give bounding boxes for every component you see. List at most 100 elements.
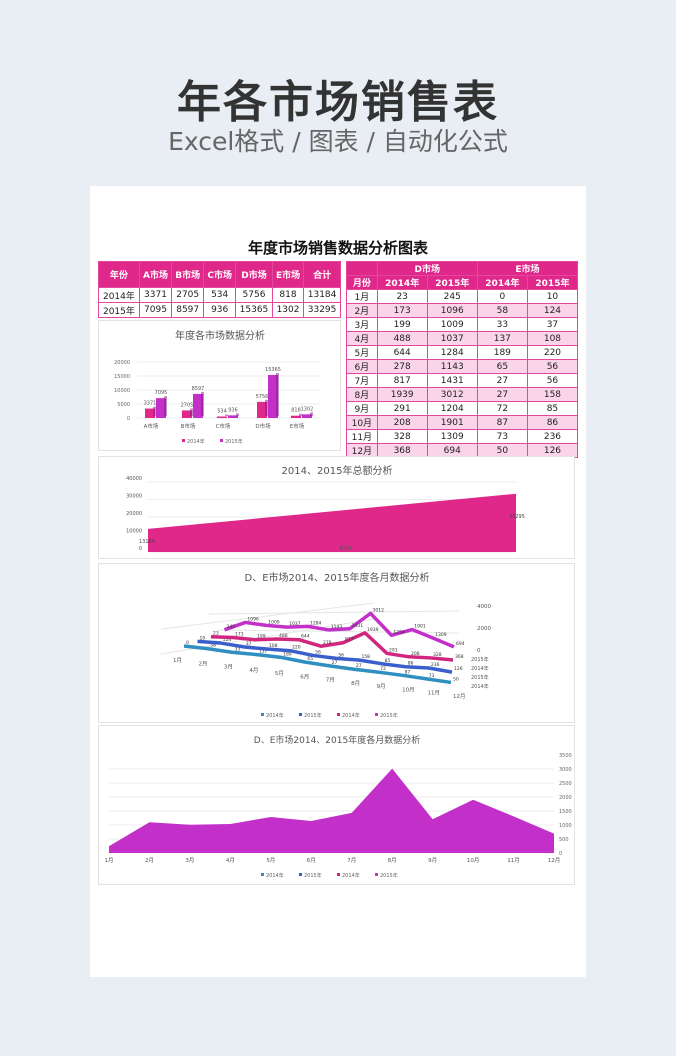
monthly-cell[interactable]: 189 xyxy=(476,345,528,360)
monthly-cell[interactable]: 278 xyxy=(376,359,428,374)
monthly-cell[interactable]: 1431 xyxy=(426,373,478,388)
monthly-cell[interactable]: 10 xyxy=(526,289,579,304)
monthly-cell[interactable]: 8月 xyxy=(346,387,378,402)
monthly-cell[interactable]: 1901 xyxy=(426,415,478,430)
monthly-cell[interactable]: 817 xyxy=(376,373,428,388)
monthly-cell[interactable]: 328 xyxy=(376,429,428,444)
monthly-cell[interactable]: 694 xyxy=(426,443,478,458)
line-series[interactable] xyxy=(223,611,455,649)
bar[interactable] xyxy=(156,398,166,418)
monthly-cell[interactable]: 73 xyxy=(476,429,528,444)
x-tick-label: 3月 xyxy=(224,664,233,671)
monthly-cell[interactable]: 87 xyxy=(476,415,528,430)
monthly-cell[interactable]: 1284 xyxy=(426,345,478,360)
monthly-cell[interactable]: 1204 xyxy=(426,401,478,416)
monthly-cell[interactable]: 1096 xyxy=(426,303,478,318)
data-label: 1284 xyxy=(310,620,322,626)
line-series[interactable] xyxy=(210,631,454,662)
summary-cell[interactable]: 15365 xyxy=(235,302,273,318)
monthly-cell[interactable]: 23 xyxy=(376,289,428,304)
legend-label: 2015年 xyxy=(380,872,398,879)
monthly-cell[interactable]: 208 xyxy=(376,415,428,430)
monthly-cell[interactable]: 1939 xyxy=(376,387,428,402)
data-label: 173 xyxy=(235,632,244,638)
monthly-cell[interactable]: 56 xyxy=(526,373,579,388)
depth-label: 2014年 xyxy=(471,665,489,672)
summary-cell[interactable]: 936 xyxy=(203,302,237,318)
monthly-cell[interactable]: 5月 xyxy=(346,345,378,360)
monthly-cell[interactable]: 1009 xyxy=(426,317,478,332)
summary-cell[interactable]: 534 xyxy=(203,287,237,303)
data-label: 108 xyxy=(269,643,278,649)
monthly-cell[interactable]: 220 xyxy=(526,345,579,360)
summary-cell[interactable]: 7095 xyxy=(138,302,173,318)
monthly-cell[interactable]: 644 xyxy=(376,345,428,360)
bar-chart[interactable]: 年度各市场数据分析 0 5000 10000 15000 20000 3371 7095 A市场… xyxy=(98,320,341,451)
bar[interactable] xyxy=(217,416,227,418)
summary-cell[interactable]: 1302 xyxy=(271,302,305,318)
monthly-cell[interactable]: 58 xyxy=(476,303,528,318)
monthly-cell[interactable]: 245 xyxy=(426,289,478,304)
data-label: 208 xyxy=(411,651,420,657)
monthly-cell[interactable]: 7月 xyxy=(346,373,378,388)
summary-cell[interactable]: 2014年 xyxy=(98,287,140,303)
bar[interactable] xyxy=(268,374,278,418)
monthly-cell[interactable]: 3012 xyxy=(426,387,478,402)
summary-cell[interactable]: 33295 xyxy=(303,302,341,318)
monthly-cell[interactable]: 9月 xyxy=(346,401,378,416)
monthly-cell[interactable]: 158 xyxy=(526,387,579,402)
monthly-cell[interactable]: 236 xyxy=(526,429,579,444)
monthly-cell[interactable]: 65 xyxy=(476,359,528,374)
monthly-cell[interactable]: 488 xyxy=(376,331,428,346)
summary-cell[interactable]: 5756 xyxy=(235,287,273,303)
summary-cell[interactable]: 8597 xyxy=(171,302,205,318)
monthly-cell[interactable]: 137 xyxy=(476,331,528,346)
line-series[interactable] xyxy=(197,639,453,674)
monthly-cell[interactable]: 72 xyxy=(476,401,528,416)
monthly-cell[interactable]: 10月 xyxy=(346,415,378,430)
monthly-cell[interactable]: 0 xyxy=(476,289,528,304)
monthly-cell[interactable]: 56 xyxy=(526,359,579,374)
monthly-cell[interactable]: 11月 xyxy=(346,429,378,444)
bar[interactable] xyxy=(182,410,192,418)
bar[interactable] xyxy=(193,393,203,418)
monthly-cell[interactable]: 199 xyxy=(376,317,428,332)
monthly-cell[interactable]: 85 xyxy=(526,401,579,416)
monthly-cell[interactable]: 27 xyxy=(476,373,528,388)
summary-cell[interactable]: 2015年 xyxy=(98,302,140,318)
monthly-cell[interactable]: 291 xyxy=(376,401,428,416)
monthly-cell[interactable]: 126 xyxy=(526,443,579,458)
summary-cell[interactable]: 13184 xyxy=(303,287,341,303)
monthly-cell[interactable]: 37 xyxy=(526,317,579,332)
summary-cell[interactable]: 3371 xyxy=(138,287,173,303)
monthly-cell[interactable]: 6月 xyxy=(346,359,378,374)
monthly-cell[interactable]: 1037 xyxy=(426,331,478,346)
summary-cell[interactable]: 2705 xyxy=(171,287,205,303)
monthly-cell[interactable]: 86 xyxy=(526,415,579,430)
monthly-cell[interactable]: 1月 xyxy=(346,289,378,304)
y-tick-label: 1000 xyxy=(559,823,572,829)
summary-cell[interactable]: 818 xyxy=(271,287,305,303)
bar[interactable] xyxy=(145,408,155,418)
monthly-cell[interactable]: 108 xyxy=(526,331,579,346)
monthly-cell[interactable]: 173 xyxy=(376,303,428,318)
monthly-area-chart[interactable]: D、E市场2014、2015年度各月数据分析 0 500 1000 1500 2000 25… xyxy=(98,725,575,885)
area-series[interactable] xyxy=(109,768,554,853)
monthly-cell[interactable]: 1309 xyxy=(426,429,478,444)
monthly-cell[interactable]: 3月 xyxy=(346,317,378,332)
bar[interactable] xyxy=(302,414,312,418)
bar[interactable] xyxy=(228,415,238,418)
3d-line-chart[interactable]: D、E市场2014、2015年度各月数据分析 0 2000 4000 0 58 33 137 1… xyxy=(98,563,575,723)
monthly-cell[interactable]: 27 xyxy=(476,387,528,402)
bar[interactable] xyxy=(257,401,267,418)
area-series[interactable] xyxy=(148,493,516,552)
monthly-cell[interactable]: 124 xyxy=(526,303,579,318)
monthly-cell[interactable]: 2月 xyxy=(346,303,378,318)
bar[interactable] xyxy=(291,415,301,418)
total-area-chart[interactable]: 2014、2015年总额分析 0 10000 20000 30000 40000 13184… xyxy=(98,456,575,559)
monthly-cell[interactable]: 1143 xyxy=(426,359,478,374)
line-series[interactable] xyxy=(183,644,452,685)
monthly-cell[interactable]: 4月 xyxy=(346,331,378,346)
bar-value-label: 534 xyxy=(217,409,227,415)
monthly-cell[interactable]: 33 xyxy=(476,317,528,332)
